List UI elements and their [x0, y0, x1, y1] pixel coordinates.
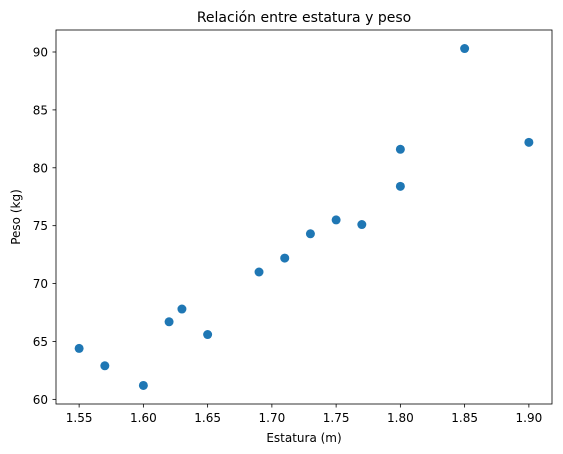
- data-point: [305, 229, 315, 239]
- y-tick-label: 60: [33, 393, 48, 407]
- x-tick-label: 1.55: [66, 411, 93, 425]
- y-tick-label: 75: [33, 219, 48, 233]
- y-tick-label: 80: [33, 161, 48, 175]
- x-tick-label: 1.80: [387, 411, 414, 425]
- plot-frame: [55, 29, 553, 405]
- x-axis-label: Estatura (m): [266, 431, 341, 445]
- y-tick-label: 85: [33, 103, 48, 117]
- data-point: [395, 181, 405, 191]
- x-tick-label: 1.60: [130, 411, 157, 425]
- chart-title: Relación entre estatura y peso: [197, 10, 411, 26]
- y-axis-ticks: 60 65 70 75 80 85 90: [33, 46, 56, 407]
- data-point: [395, 144, 405, 154]
- y-tick-label: 65: [33, 335, 48, 349]
- data-point: [280, 253, 290, 263]
- data-point: [164, 317, 174, 327]
- y-axis-label: Peso (kg): [9, 189, 23, 245]
- data-point: [357, 220, 367, 230]
- x-tick-label: 1.75: [323, 411, 350, 425]
- x-tick-label: 1.65: [194, 411, 221, 425]
- x-tick-label: 1.70: [259, 411, 286, 425]
- y-tick-label: 70: [33, 277, 48, 291]
- data-point: [74, 343, 84, 353]
- data-point: [331, 215, 341, 225]
- data-point: [177, 304, 187, 314]
- x-axis-ticks: 1.55 1.60 1.65 1.70 1.75 1.80 1.85 1.90: [66, 404, 542, 425]
- x-tick-label: 1.90: [516, 411, 543, 425]
- data-point: [524, 137, 534, 147]
- data-point: [138, 380, 148, 390]
- data-point: [203, 330, 213, 340]
- data-point: [100, 361, 110, 371]
- x-tick-label: 1.85: [451, 411, 478, 425]
- y-tick-label: 90: [33, 46, 48, 60]
- data-point: [254, 267, 264, 277]
- data-point: [460, 44, 470, 54]
- data-points: [74, 44, 534, 390]
